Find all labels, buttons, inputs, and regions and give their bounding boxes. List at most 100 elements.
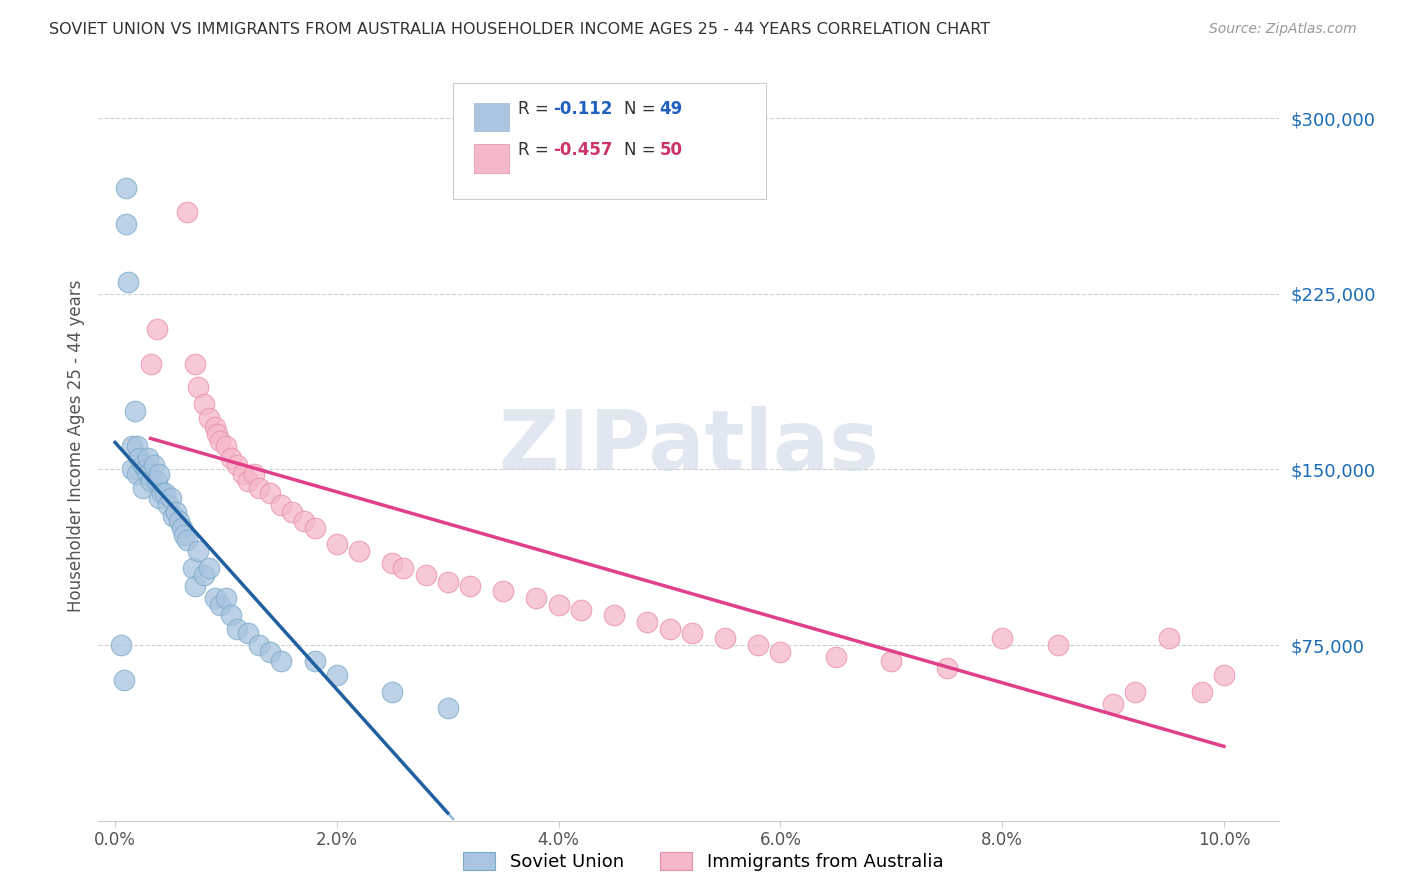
Point bbox=[215, 591, 238, 606]
Point bbox=[124, 404, 146, 418]
Point bbox=[326, 537, 349, 551]
Point bbox=[209, 434, 232, 449]
Y-axis label: Householder Income Ages 25 - 44 years: Householder Income Ages 25 - 44 years bbox=[66, 280, 84, 612]
Point bbox=[136, 467, 159, 482]
Point bbox=[176, 205, 198, 219]
Point bbox=[232, 467, 254, 482]
Point bbox=[121, 439, 143, 453]
Point bbox=[270, 655, 292, 669]
Point bbox=[204, 591, 226, 606]
Point bbox=[1046, 638, 1069, 652]
Point bbox=[148, 467, 170, 482]
Point bbox=[392, 561, 415, 575]
Point bbox=[204, 420, 226, 434]
Point bbox=[128, 450, 150, 465]
Point bbox=[1123, 685, 1146, 699]
Point bbox=[153, 485, 176, 500]
Point bbox=[547, 599, 569, 613]
Point bbox=[1213, 668, 1236, 682]
Point bbox=[236, 474, 259, 488]
Point bbox=[159, 491, 181, 505]
Point bbox=[110, 638, 132, 652]
Point bbox=[326, 668, 349, 682]
Point bbox=[184, 580, 207, 594]
Point bbox=[880, 655, 903, 669]
Point bbox=[381, 556, 404, 570]
Point bbox=[157, 498, 180, 512]
Text: R =: R = bbox=[517, 100, 554, 118]
Text: 50: 50 bbox=[659, 141, 682, 159]
Point bbox=[714, 631, 737, 645]
Point bbox=[115, 217, 138, 231]
Text: -0.112: -0.112 bbox=[553, 100, 613, 118]
Text: N =: N = bbox=[624, 141, 661, 159]
Point bbox=[187, 544, 209, 558]
FancyBboxPatch shape bbox=[474, 103, 509, 131]
Point bbox=[132, 458, 155, 472]
FancyBboxPatch shape bbox=[474, 144, 509, 172]
Point bbox=[142, 458, 165, 472]
Point bbox=[162, 509, 184, 524]
Point bbox=[247, 481, 270, 495]
Point bbox=[347, 544, 370, 558]
Point bbox=[681, 626, 703, 640]
Point bbox=[436, 574, 458, 589]
Point bbox=[121, 462, 143, 476]
Point bbox=[150, 485, 173, 500]
Point bbox=[221, 607, 243, 622]
Point bbox=[270, 498, 292, 512]
Point bbox=[215, 439, 238, 453]
Point bbox=[187, 380, 209, 394]
Point bbox=[136, 450, 159, 465]
Point bbox=[935, 661, 957, 675]
Text: SOVIET UNION VS IMMIGRANTS FROM AUSTRALIA HOUSEHOLDER INCOME AGES 25 - 44 YEARS : SOVIET UNION VS IMMIGRANTS FROM AUSTRALI… bbox=[49, 22, 990, 37]
Point bbox=[259, 645, 281, 659]
Point bbox=[226, 458, 249, 472]
Text: R =: R = bbox=[517, 141, 554, 159]
Point bbox=[205, 427, 228, 442]
Point bbox=[991, 631, 1014, 645]
Text: N =: N = bbox=[624, 100, 661, 118]
Point bbox=[492, 584, 515, 599]
Point bbox=[132, 481, 155, 495]
Point bbox=[221, 450, 243, 465]
Point bbox=[193, 567, 215, 582]
Point bbox=[181, 561, 204, 575]
Text: 49: 49 bbox=[659, 100, 683, 118]
Point bbox=[304, 521, 326, 535]
Point bbox=[193, 397, 215, 411]
Point bbox=[117, 275, 139, 289]
Point bbox=[170, 521, 193, 535]
Point bbox=[146, 474, 169, 488]
Point bbox=[127, 439, 149, 453]
Point bbox=[769, 645, 792, 659]
FancyBboxPatch shape bbox=[453, 83, 766, 199]
Point bbox=[198, 561, 221, 575]
Point bbox=[135, 462, 157, 476]
Point bbox=[381, 685, 404, 699]
Point bbox=[569, 603, 592, 617]
Point bbox=[259, 485, 281, 500]
Point bbox=[1102, 697, 1125, 711]
Text: -0.457: -0.457 bbox=[553, 141, 613, 159]
Point bbox=[415, 567, 437, 582]
Point bbox=[747, 638, 769, 652]
Point bbox=[139, 357, 162, 371]
Point bbox=[209, 599, 232, 613]
Point bbox=[281, 505, 304, 519]
Text: ZIPatlas: ZIPatlas bbox=[499, 406, 879, 486]
Point bbox=[1191, 685, 1213, 699]
Point bbox=[436, 701, 458, 715]
Point bbox=[184, 357, 207, 371]
Point bbox=[165, 505, 187, 519]
Point bbox=[658, 622, 681, 636]
Point bbox=[236, 626, 259, 640]
Point bbox=[603, 607, 626, 622]
Point bbox=[139, 474, 162, 488]
Point bbox=[169, 514, 191, 528]
Legend: Soviet Union, Immigrants from Australia: Soviet Union, Immigrants from Australia bbox=[456, 845, 950, 879]
Point bbox=[112, 673, 135, 688]
Point bbox=[825, 649, 848, 664]
Point bbox=[146, 322, 169, 336]
Point bbox=[242, 467, 264, 482]
